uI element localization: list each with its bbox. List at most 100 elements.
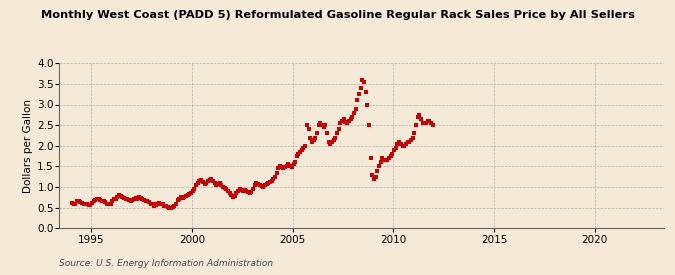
- Point: [155, 201, 166, 206]
- Point: [372, 168, 383, 173]
- Point: [202, 179, 213, 183]
- Point: [325, 141, 335, 146]
- Point: [285, 164, 296, 169]
- Point: [293, 152, 304, 156]
- Point: [169, 204, 180, 208]
- Point: [387, 152, 398, 156]
- Point: [269, 175, 280, 179]
- Point: [132, 196, 142, 201]
- Point: [196, 177, 207, 182]
- Point: [148, 204, 159, 208]
- Point: [364, 123, 375, 127]
- Point: [300, 144, 310, 148]
- Point: [268, 177, 279, 181]
- Point: [263, 181, 273, 185]
- Point: [273, 166, 284, 170]
- Point: [105, 202, 116, 207]
- Point: [157, 202, 168, 207]
- Point: [162, 205, 173, 210]
- Point: [371, 175, 381, 179]
- Point: [127, 198, 138, 202]
- Point: [412, 115, 423, 119]
- Point: [254, 183, 265, 187]
- Point: [161, 204, 171, 208]
- Point: [310, 135, 321, 140]
- Point: [95, 198, 106, 202]
- Point: [382, 158, 393, 162]
- Point: [179, 195, 190, 200]
- Point: [338, 117, 349, 121]
- Point: [354, 92, 364, 97]
- Point: [190, 183, 201, 187]
- Point: [283, 162, 294, 166]
- Point: [377, 156, 387, 160]
- Point: [385, 154, 396, 158]
- Point: [317, 123, 327, 127]
- Point: [421, 121, 431, 125]
- Point: [347, 115, 358, 119]
- Point: [318, 125, 329, 130]
- Point: [99, 199, 109, 204]
- Point: [358, 80, 369, 84]
- Point: [234, 187, 245, 191]
- Point: [70, 201, 80, 206]
- Point: [73, 199, 84, 203]
- Point: [92, 196, 103, 201]
- Point: [199, 182, 210, 186]
- Point: [176, 195, 186, 200]
- Text: Monthly West Coast (PADD 5) Reformulated Gasoline Regular Rack Sales Price by Al: Monthly West Coast (PADD 5) Reformulated…: [40, 10, 634, 20]
- Point: [258, 185, 269, 189]
- Point: [85, 203, 96, 207]
- Point: [240, 188, 250, 192]
- Point: [213, 182, 223, 186]
- Point: [172, 198, 183, 202]
- Point: [292, 154, 302, 158]
- Point: [259, 183, 270, 187]
- Point: [109, 197, 119, 202]
- Point: [392, 141, 403, 146]
- Point: [181, 194, 192, 198]
- Point: [400, 141, 411, 146]
- Point: [151, 202, 161, 207]
- Point: [201, 181, 212, 185]
- Point: [75, 200, 86, 204]
- Point: [402, 140, 413, 145]
- Point: [68, 202, 79, 207]
- Point: [112, 195, 123, 200]
- Point: [407, 135, 418, 140]
- Point: [102, 201, 113, 206]
- Point: [227, 195, 238, 200]
- Point: [219, 186, 230, 190]
- Point: [248, 187, 259, 191]
- Point: [244, 191, 255, 195]
- Point: [276, 165, 287, 169]
- Point: [211, 183, 221, 187]
- Point: [374, 164, 385, 169]
- Point: [236, 188, 247, 192]
- Point: [117, 195, 128, 200]
- Point: [367, 172, 378, 177]
- Point: [342, 121, 352, 125]
- Point: [410, 123, 421, 127]
- Point: [383, 156, 394, 160]
- Point: [76, 200, 87, 205]
- Point: [122, 197, 133, 202]
- Point: [375, 160, 386, 164]
- Point: [416, 117, 427, 121]
- Point: [424, 119, 435, 123]
- Point: [110, 196, 121, 201]
- Point: [103, 202, 114, 206]
- Point: [88, 199, 99, 204]
- Point: [184, 192, 195, 197]
- Point: [271, 170, 282, 175]
- Point: [404, 139, 414, 144]
- Point: [313, 123, 324, 127]
- Point: [130, 196, 141, 200]
- Point: [414, 113, 425, 117]
- Point: [241, 189, 252, 193]
- Point: [303, 127, 314, 131]
- Point: [250, 183, 261, 187]
- Point: [224, 191, 235, 195]
- Point: [340, 120, 351, 124]
- Point: [188, 189, 198, 193]
